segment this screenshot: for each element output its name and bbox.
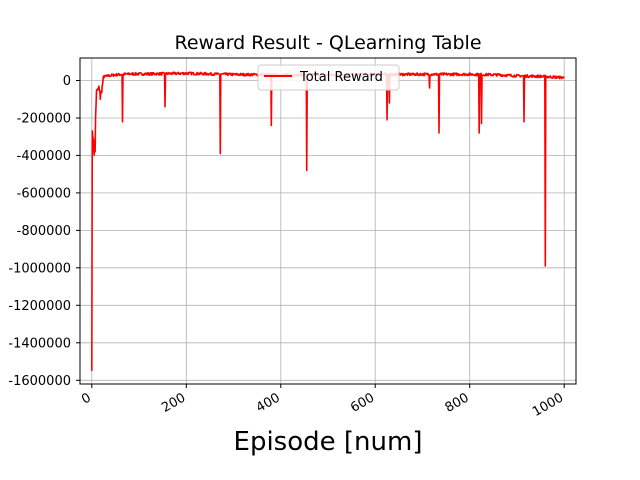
y-tick-label: -600000 bbox=[17, 186, 71, 201]
legend-label: Total Reward bbox=[299, 70, 383, 85]
legend-box bbox=[257, 64, 400, 91]
plot-frame bbox=[79, 57, 577, 385]
y-tick-label: -400000 bbox=[17, 149, 71, 164]
y-tick-label: -800000 bbox=[17, 224, 71, 239]
plot-area bbox=[80, 58, 576, 384]
legend: Total Reward bbox=[257, 64, 400, 91]
y-axis: 0 -200000 -400000 -600000 -800000 -1000000 -12… bbox=[8, 74, 80, 389]
y-tick-label: -1600000 bbox=[8, 374, 71, 389]
y-tick-label: -200000 bbox=[17, 112, 71, 127]
y-tick-label: -1200000 bbox=[8, 299, 71, 314]
y-tick-label: 0 bbox=[63, 74, 71, 89]
x-axis-label: Episode [num] bbox=[234, 427, 423, 457]
y-tick-label: -1000000 bbox=[8, 261, 71, 276]
y-tick-label: -1400000 bbox=[8, 336, 71, 351]
chart-title: Reward Result - QLearning Table bbox=[174, 32, 481, 54]
